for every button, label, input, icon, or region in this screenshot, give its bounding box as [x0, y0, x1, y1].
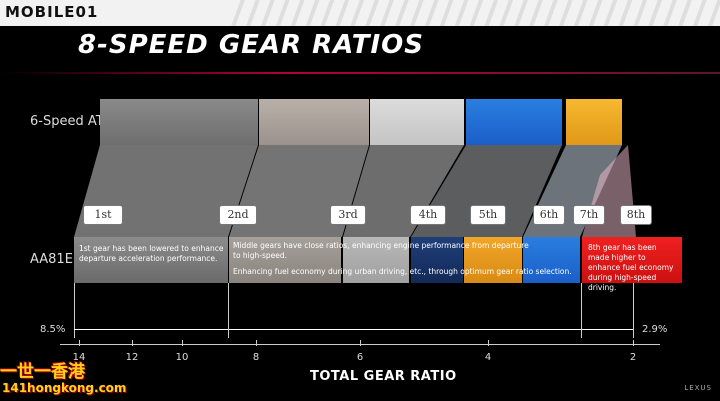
axis-tick	[256, 340, 257, 346]
axis-left-percent: 8.5%	[40, 324, 66, 335]
axis-tick-label: 10	[175, 352, 189, 363]
eight-speed-gear-8	[582, 237, 682, 283]
bracket-first-end	[228, 283, 229, 338]
axis-tick-label: 6	[356, 352, 364, 363]
eight-speed-gear-6	[523, 237, 580, 283]
gear-4-box: 4th	[410, 205, 446, 225]
bracket-middle-end	[581, 283, 582, 338]
six-speed-gear-3	[370, 99, 464, 145]
gear-5-box: 5th	[470, 205, 506, 225]
eight-speed-gear-3	[343, 237, 409, 283]
description-urban-driving: Enhancing fuel economy during urban driv…	[233, 267, 572, 276]
lexus-brand: LEXUS	[684, 384, 712, 392]
axis-tick-label: 8	[252, 352, 260, 363]
six-speed-gear-2	[259, 99, 369, 145]
description-middle-gears: Middle gears have close ratios, enhancin…	[233, 241, 529, 260]
axis-tick-label: 2	[629, 352, 637, 363]
description-eighth-gear: 8th gear has been made higher to enhance…	[588, 243, 674, 292]
page-title: 8-SPEED GEAR RATIOS	[78, 30, 425, 60]
axis-title: TOTAL GEAR RATIO	[310, 369, 457, 384]
axis-right-percent: 2.9%	[642, 324, 668, 335]
top-bar: MOBILE01	[0, 0, 720, 26]
span-arrow-middle	[229, 329, 581, 330]
axis-tick	[182, 340, 183, 346]
description-first-gear: 1st gear has been lowered to enhance dep…	[79, 244, 224, 263]
axis-tick-label: 12	[125, 352, 139, 363]
axis-tick	[132, 340, 133, 346]
gear-7-box: 7th	[573, 205, 605, 225]
watermark-url: 141hongkong.com	[2, 381, 127, 395]
span-arrow-eighth	[582, 329, 633, 330]
axis-tick-label: 4	[484, 352, 492, 363]
axis-tick	[360, 340, 361, 346]
title-divider	[0, 72, 720, 74]
gear-6-box: 6th	[533, 205, 565, 225]
six-speed-gear-4	[466, 99, 562, 145]
eight-speed-gear-5	[464, 237, 522, 283]
gear-3-box: 3rd	[330, 205, 366, 225]
six-speed-label: 6-Speed AT	[30, 114, 104, 129]
span-arrow-first	[74, 329, 228, 330]
eight-speed-gear-2	[229, 237, 341, 283]
eight-speed-label: AA81E	[30, 252, 73, 267]
axis-tick	[79, 340, 80, 346]
bracket-left	[74, 283, 75, 338]
gear-1-box: 1st	[83, 205, 123, 225]
watermark-chinese: 一世一香港	[0, 362, 85, 382]
six-speed-gear-5	[566, 99, 622, 145]
header-stripes	[230, 0, 720, 26]
eight-speed-gear-1	[74, 237, 228, 283]
mobile01-logo[interactable]: MOBILE01	[5, 3, 99, 21]
gear-2-box: 2nd	[219, 205, 257, 225]
six-speed-gear-1	[100, 99, 258, 145]
gear-8-box: 8th	[620, 205, 652, 225]
bracket-right	[633, 283, 634, 338]
eight-speed-gear-4	[411, 237, 463, 283]
axis-tick	[633, 340, 634, 346]
axis-tick-label: 14	[72, 352, 86, 363]
axis-tick	[488, 340, 489, 346]
